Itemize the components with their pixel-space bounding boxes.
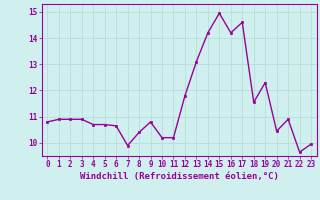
X-axis label: Windchill (Refroidissement éolien,°C): Windchill (Refroidissement éolien,°C) <box>80 172 279 181</box>
